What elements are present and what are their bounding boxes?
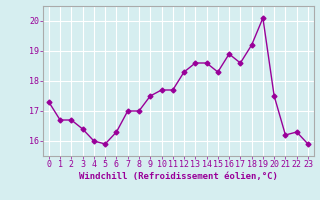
X-axis label: Windchill (Refroidissement éolien,°C): Windchill (Refroidissement éolien,°C) — [79, 172, 278, 181]
